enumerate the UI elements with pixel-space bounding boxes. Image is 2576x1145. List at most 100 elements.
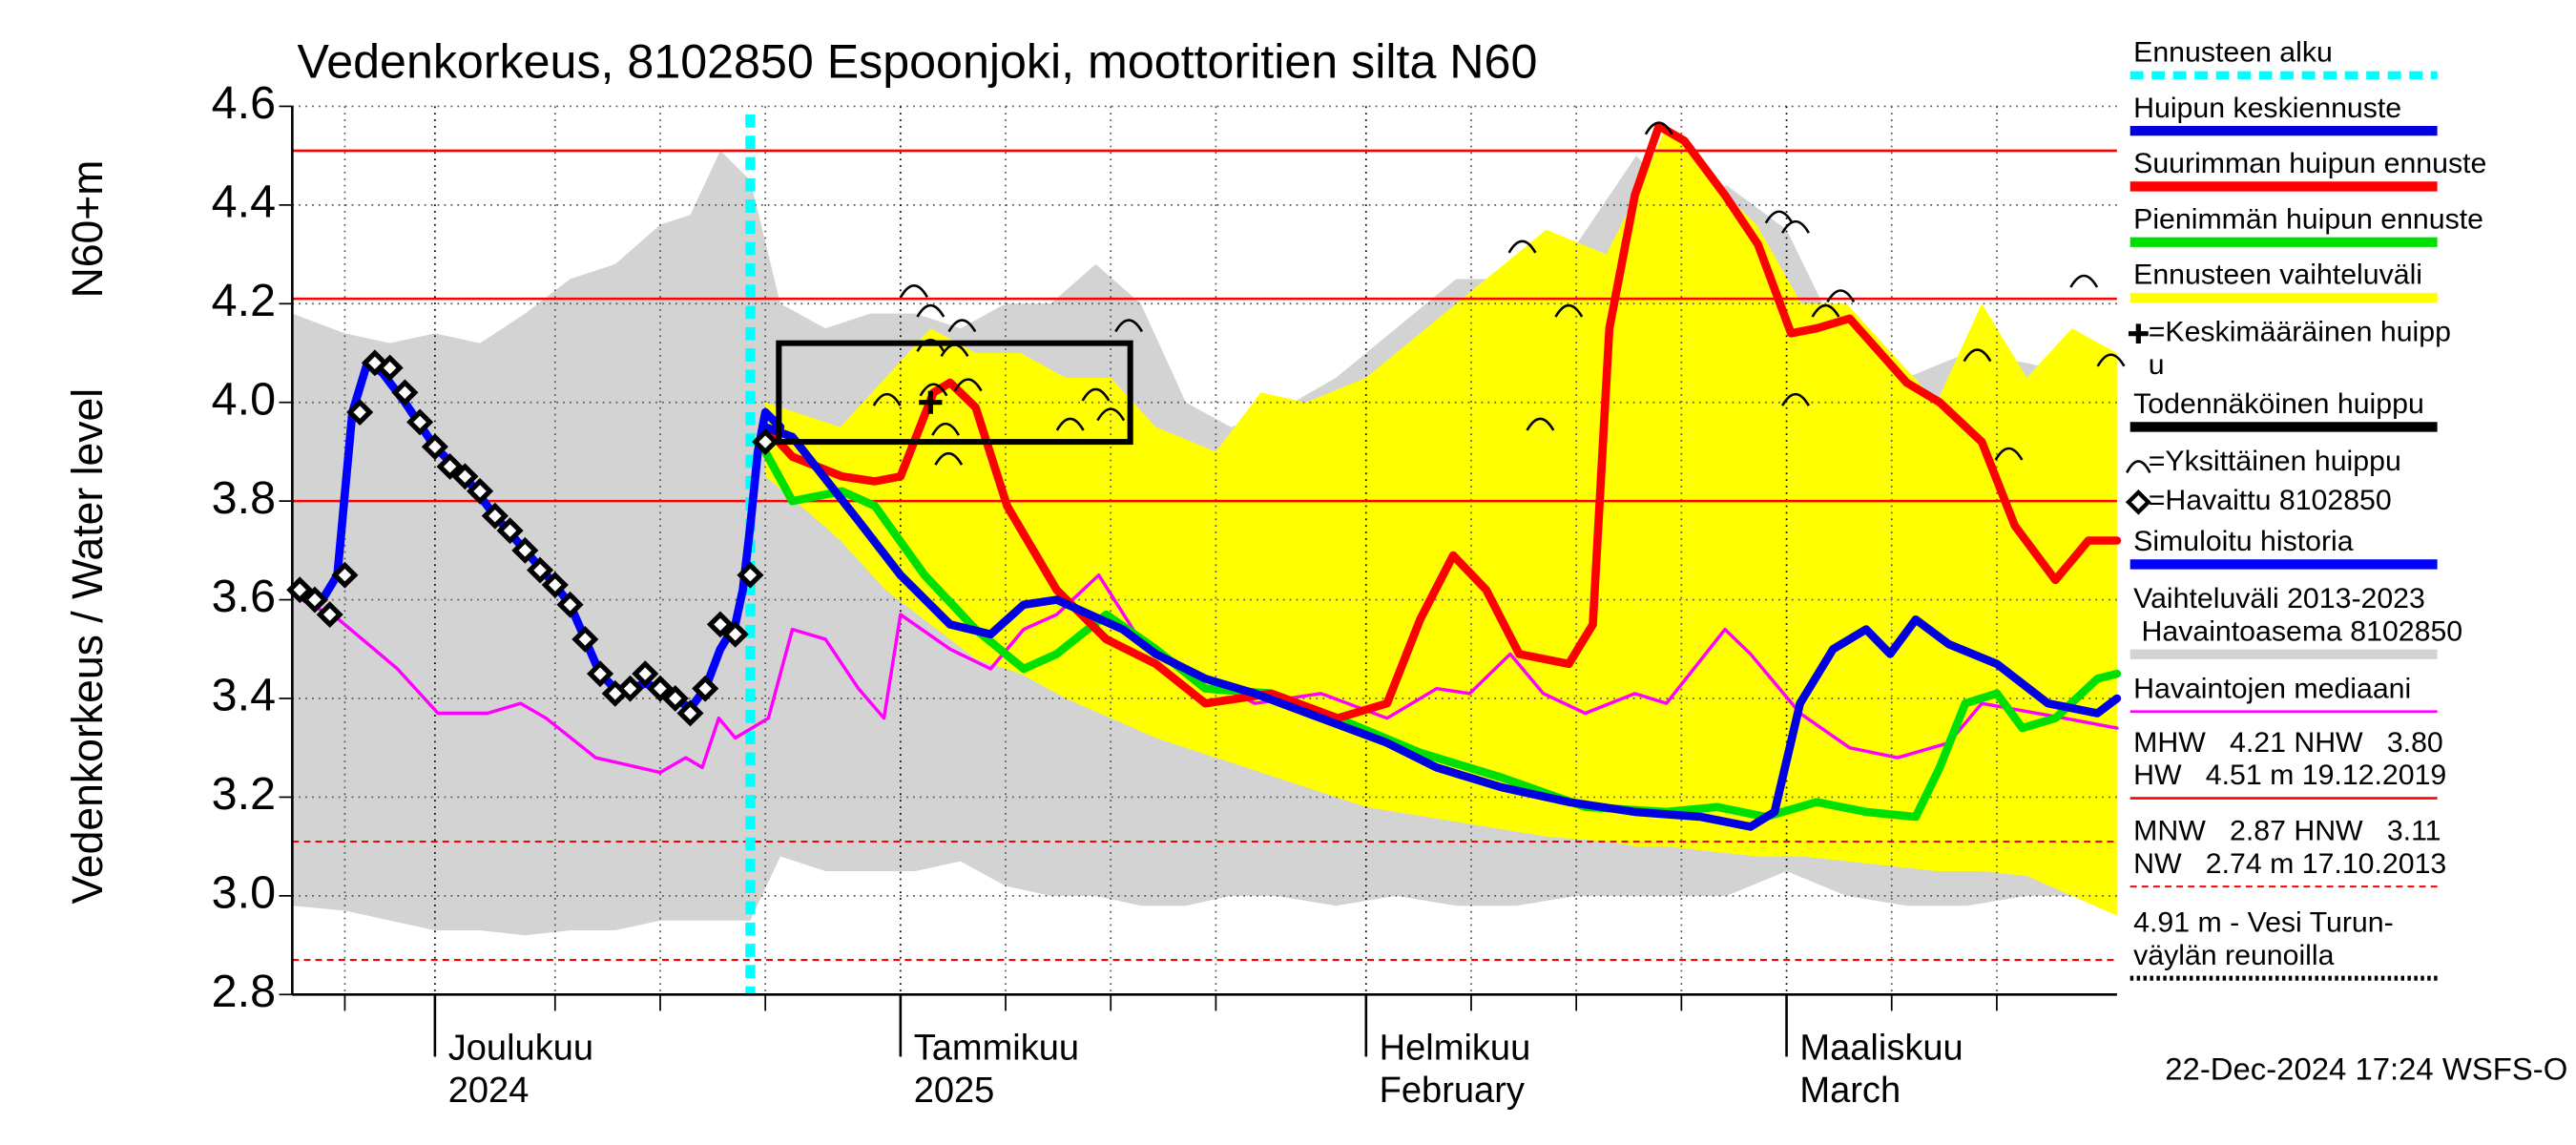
single-peak [947,319,977,333]
single-peak [900,284,928,298]
legend-text: Vaihteluväli 2013-2023 [2133,583,2425,614]
single-peak [919,383,948,397]
observed-point [721,620,749,648]
observed-point [692,675,719,702]
observed-point [646,675,675,702]
mean-peak [919,390,943,414]
single-peak [1811,303,1840,318]
x-tick-sublabel: 2024 [448,1071,530,1111]
observed-point [556,591,584,618]
legend-marker [2128,323,2149,344]
observed-point [511,536,539,564]
single-peak [1554,303,1584,318]
single-peak [2069,274,2099,288]
observed-point [346,399,374,426]
single-peak [2096,353,2126,367]
y-tick-label: 4.6 [212,77,276,129]
legend-text: u [2149,349,2165,381]
y-tick-label: 3.6 [212,571,276,622]
single-peak [1764,210,1794,224]
footer: 22-Dec-2024 17:24 WSFS-O [2165,1051,2567,1087]
legend-text: MHW 4.21 NHW 3.80 [2133,727,2443,759]
single-peak [953,378,983,392]
single-peak [1963,348,1992,363]
observed-point [632,660,659,688]
legend-text: Pienimmän huipun ennuste [2133,203,2483,235]
y-tick-label: 3.2 [212,768,276,820]
legend-text: Ennusteen vaihteluväli [2133,260,2422,291]
y-tick-label: 4.0 [212,374,276,426]
observed-point [481,502,509,530]
observed-point [301,586,329,614]
series-line [760,121,2122,722]
observed-point [451,463,479,490]
x-tick-label: Maaliskuu [1799,1029,1963,1069]
single-peak [1096,407,1126,422]
observed-point [406,408,434,436]
observed-point [661,685,689,712]
chart-title: Vedenkorkeus, 8102850 Espoonjoki, mootto… [298,35,1538,89]
legend-text: Huipun keskiennuste [2133,93,2401,124]
series-line [760,423,2122,831]
single-peak [872,392,902,406]
observed-point [586,660,614,688]
observed-point [527,556,554,584]
x-tick-label: Helmikuu [1380,1029,1531,1069]
y-tick-label: 3.4 [212,670,276,721]
single-peak [1055,417,1085,431]
legend-text: Havaintoasema 8102850 [2133,615,2462,647]
observed-point [496,517,524,545]
y-tick-label: 4.4 [212,177,276,228]
legend-marker [2125,489,2151,515]
observed-point [361,349,388,377]
observed-point [706,611,735,638]
single-peak [1826,289,1856,303]
single-peak [1994,447,2024,461]
legend-text: =Keskimääräinen huipp [2149,317,2451,348]
legend-text: HW 4.51 m 19.12.2019 [2133,760,2446,791]
observed-point [571,626,599,653]
legend-text: Simuloitu historia [2133,526,2354,557]
x-tick-label: Joulukuu [448,1029,593,1069]
single-peak [916,338,945,352]
y-tick-label: 3.0 [212,867,276,919]
observed-point [376,354,404,382]
single-peak [1644,121,1673,135]
y-tick-label: 2.8 [212,966,276,1017]
legend-text: Todennäköinen huippu [2133,388,2424,420]
single-peak [1114,319,1144,333]
observed-point [436,453,464,480]
y-tick-label: 4.2 [212,275,276,326]
legend-text: NW 2.74 m 17.10.2013 [2133,848,2446,880]
single-peak [1507,239,1537,254]
x-tick-label: Tammikuu [914,1029,1079,1069]
legend-text: 4.91 m - Vesi Turun- [2133,907,2394,939]
observed-point [391,379,419,406]
observed-point [316,601,343,629]
single-peak [931,422,961,436]
series-line [290,572,2119,775]
legend-text: Havaintojen mediaani [2133,673,2411,704]
single-peak [1781,392,1810,406]
x-tick-sublabel: March [1799,1071,1901,1111]
legend-text: Suurimman huipun ennuste [2133,148,2486,179]
y-tick-label: 3.8 [212,472,276,524]
single-peak [1526,417,1555,431]
series-line [760,448,2122,822]
range-band [765,126,2117,916]
legend-text: väylän reunoilla [2133,940,2335,971]
single-peak [934,451,964,466]
observed-point [421,433,448,461]
single-peak [1781,219,1810,234]
legend-marker [2126,460,2151,474]
x-tick-sublabel: February [1380,1071,1525,1111]
x-tick-sublabel: 2025 [914,1071,995,1111]
y-axis-label: Vedenkorkeus / Water level [64,388,112,905]
legend-text: =Havaittu 8102850 [2149,485,2392,516]
observed-point [676,699,704,727]
observed-point [752,428,779,456]
single-peak [916,303,945,318]
observed-point [616,675,644,702]
observed-point [331,561,359,589]
